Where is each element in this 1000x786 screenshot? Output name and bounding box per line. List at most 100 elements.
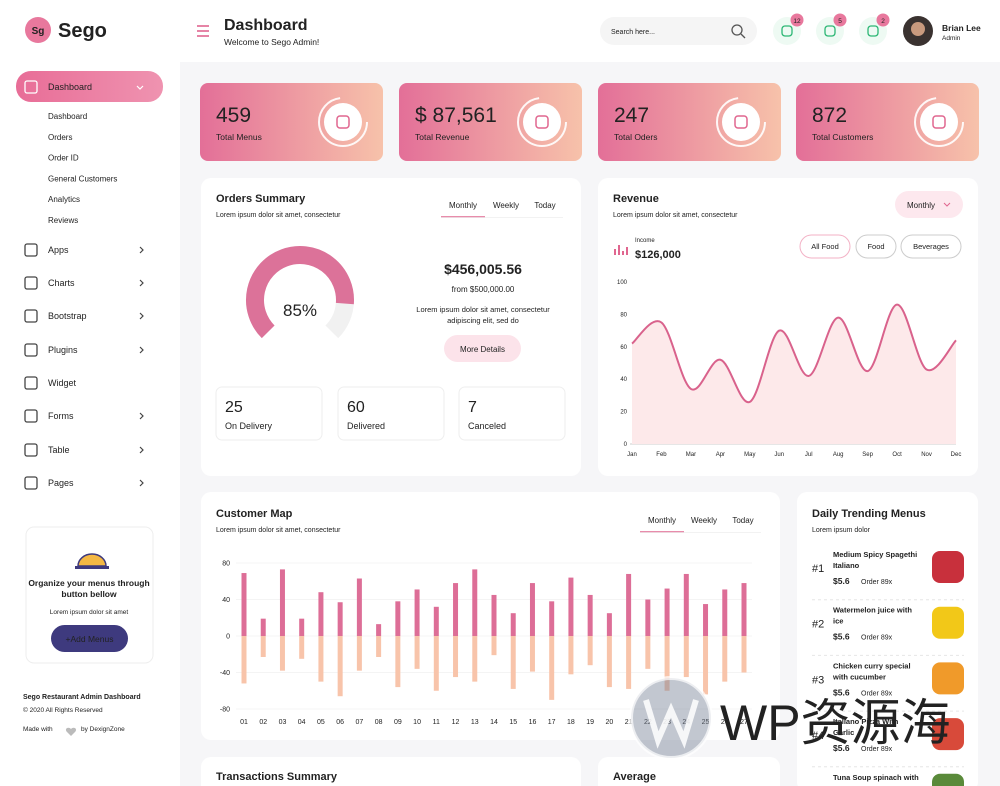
income-icon <box>614 249 616 255</box>
count-value: 25 <box>225 399 243 416</box>
y-tick-label: 60 <box>620 345 627 351</box>
bar <box>395 601 401 636</box>
stat-value: 872 <box>812 104 847 127</box>
bar <box>510 613 516 636</box>
bar <box>395 636 401 688</box>
add-menus-button[interactable] <box>51 625 128 652</box>
count-label: Canceled <box>468 421 506 431</box>
stat-card <box>399 83 582 161</box>
nav-item[interactable]: Widget <box>48 378 77 388</box>
x-tick-label: Oct <box>892 452 902 458</box>
stat-value: 247 <box>614 104 649 127</box>
search-box[interactable] <box>600 17 757 45</box>
bar <box>279 636 285 671</box>
nav-subitem[interactable]: Dashboard <box>48 112 87 121</box>
bar <box>683 636 689 678</box>
bar <box>299 618 305 636</box>
badge <box>876 13 890 27</box>
dropdown-label[interactable]: Monthly <box>907 201 935 210</box>
x-tick-label: Jul <box>805 452 813 458</box>
nav-subitem[interactable]: Reviews <box>48 216 78 225</box>
nav-icon <box>24 443 38 457</box>
bar <box>606 613 612 636</box>
nav-item[interactable]: Plugins <box>48 345 78 355</box>
x-tick-label: 12 <box>452 719 460 726</box>
count-box <box>215 386 323 441</box>
user-name: Brian Lee <box>942 23 981 33</box>
footer-copyright: © 2020 All Rights Reserved <box>23 706 103 714</box>
bar <box>472 636 478 682</box>
x-tick-label: Dec <box>951 452 962 458</box>
bar <box>414 636 420 669</box>
filter-label[interactable]: Food <box>867 242 884 251</box>
filter-chip[interactable] <box>855 234 897 259</box>
nav-subitem[interactable]: Orders <box>48 133 72 142</box>
line <box>631 303 957 403</box>
bar <box>664 636 670 691</box>
nav-item[interactable]: Pages <box>48 478 74 488</box>
stat-card <box>796 83 979 161</box>
more-details-button[interactable] <box>444 335 521 362</box>
stat-label: Total Menus <box>216 132 262 142</box>
x-tick-label: Sep <box>862 452 873 458</box>
bar <box>260 636 266 657</box>
filter-label[interactable]: All Food <box>811 242 839 251</box>
search-icon <box>731 24 743 36</box>
x-tick-label: Jun <box>774 452 784 458</box>
tab[interactable]: Weekly <box>493 201 519 210</box>
bar <box>606 636 612 688</box>
gauge-label: 85% <box>283 301 317 320</box>
menu-image <box>932 606 964 639</box>
filter-chip[interactable] <box>900 234 962 259</box>
income-icon <box>618 245 620 255</box>
tab[interactable]: Weekly <box>691 516 717 525</box>
nav-chevron <box>139 479 144 487</box>
bar <box>337 602 343 636</box>
more-details-label[interactable]: More Details <box>460 345 505 354</box>
promo-title: Organize your menus through button bellow <box>28 578 149 599</box>
x-tick-label: 07 <box>355 719 363 726</box>
x-tick-label: 01 <box>240 719 248 726</box>
sidebar <box>0 0 180 786</box>
menu-orders: Order 89x <box>861 746 893 753</box>
avatar-face <box>911 22 925 36</box>
bar <box>376 624 382 636</box>
summary-from: from $500,000.00 <box>452 285 515 294</box>
nav-icon <box>24 343 38 357</box>
nav-item[interactable]: Bootstrap <box>48 311 87 321</box>
nav-subitem[interactable]: Order ID <box>48 154 79 163</box>
y-tick-label: 20 <box>620 410 627 416</box>
add-menus-label[interactable]: +Add Menus <box>66 634 114 644</box>
nav-item[interactable]: Dashboard <box>48 82 92 92</box>
search-placeholder[interactable]: Search here... <box>611 29 655 36</box>
nav-item[interactable]: Table <box>48 445 70 455</box>
card <box>201 492 780 740</box>
tab[interactable]: Monthly <box>449 201 477 210</box>
tab[interactable]: Today <box>732 516 753 525</box>
dropdown[interactable] <box>895 191 963 218</box>
bar <box>299 636 305 659</box>
bar <box>741 583 747 636</box>
nav-active[interactable] <box>16 71 163 102</box>
tab[interactable]: Today <box>534 201 555 210</box>
stat-card <box>200 83 383 161</box>
nav-item[interactable]: Apps <box>48 245 69 255</box>
card-title: Orders Summary <box>216 193 306 205</box>
stat-icon <box>535 115 549 129</box>
bar <box>549 601 555 636</box>
nav-subitem[interactable]: General Customers <box>48 174 117 183</box>
badge-count: 2 <box>881 18 885 25</box>
card-subtitle: Lorem ipsum dolor sit amet, consectetur <box>216 212 341 219</box>
bar <box>645 599 651 636</box>
nav-item[interactable]: Charts <box>48 278 75 288</box>
logo-mark: Sg <box>32 26 45 37</box>
bar <box>587 594 593 636</box>
nav-chevron <box>139 412 144 420</box>
nav-item[interactable]: Forms <box>48 411 74 421</box>
menu-price: $5.6 <box>833 632 850 642</box>
y-tick-label: -80 <box>220 707 230 714</box>
filter-label[interactable]: Beverages <box>913 242 949 251</box>
tab[interactable]: Monthly <box>648 516 676 525</box>
nav-subitem[interactable]: Analytics <box>48 195 80 204</box>
filter-chip[interactable] <box>799 234 851 259</box>
